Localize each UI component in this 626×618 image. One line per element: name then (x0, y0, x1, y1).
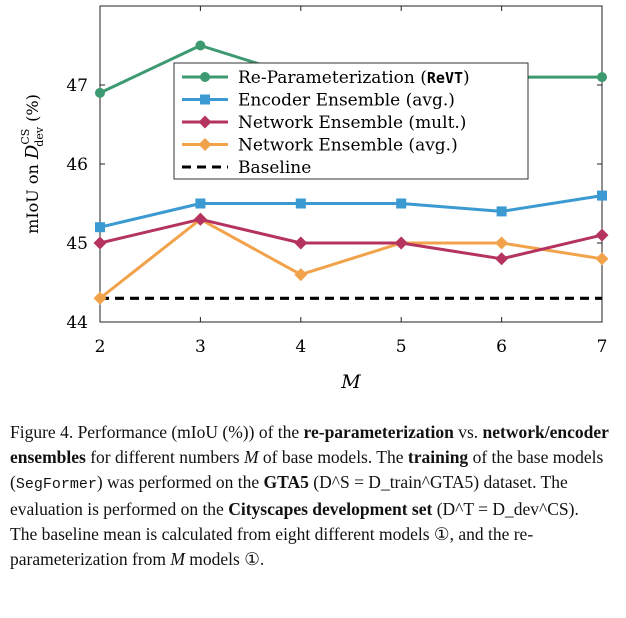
series-encoder-ensemble-avg (95, 190, 607, 233)
series-network-ensemble-mult (93, 212, 609, 266)
data-point-encoder-ensemble-avg (95, 222, 105, 233)
caption-t6: ) was performed on the (96, 472, 260, 492)
y-axis-label: mIoU on DCSdev (%) (19, 94, 46, 234)
caption-t9: ( (436, 499, 443, 519)
data-point-network-ensemble-mult (495, 252, 509, 266)
legend-label: Baseline (238, 158, 311, 178)
legend-swatch-marker (198, 138, 212, 151)
x-tick-label: 4 (295, 337, 306, 357)
y-axis-label-d: D (22, 144, 43, 160)
y-tick-label: 46 (66, 155, 88, 175)
caption-t8: ) dataset. The evaluation is performed o… (10, 472, 568, 519)
figure-caption: Figure 4. Performance (mIoU (%)) of the … (10, 420, 610, 572)
y-axis-label-prefix: mIoU on (23, 159, 42, 234)
legend-swatch-marker (198, 115, 212, 129)
caption-code: SegFormer (15, 476, 97, 493)
legend-item-encoder-ensemble-avg: Encoder Ensemble (avg.) (182, 91, 455, 111)
caption-b3: training (407, 447, 469, 467)
x-tick-label: 2 (95, 337, 106, 357)
y-axis-label-sup: CS (19, 129, 32, 145)
data-point-encoder-ensemble-avg (496, 206, 507, 217)
y-axis: 44 45 46 47 (66, 76, 602, 333)
legend-item-network-ensemble-mult: Network Ensemble (mult.) (182, 113, 466, 133)
caption-fig: Figure 4. (10, 422, 74, 442)
caption-m2: M (170, 549, 185, 569)
series-line-network-ensemble-mult (99, 217, 603, 261)
data-point-re-parameterization-revt (195, 40, 206, 51)
data-point-network-ensemble-mult (294, 236, 308, 250)
data-point-encoder-ensemble-avg (396, 198, 407, 209)
legend-item-re-parameterization-revt: Re-Parameterization (ReVT) (182, 68, 470, 88)
legend-swatch-marker (200, 94, 210, 105)
caption-t5: of the base models ( (10, 447, 604, 492)
legend-item-baseline: Baseline (182, 158, 311, 178)
legend: Re-Parameterization (ReVT) Encoder Ensemb… (173, 62, 529, 180)
caption-t11: models ①. (189, 549, 265, 569)
series-line-network-ensemble-avg (99, 217, 603, 300)
caption-t7: ( (313, 472, 320, 492)
x-axis: 2 3 4 5 6 7 (95, 6, 608, 357)
y-tick-label: 47 (66, 76, 88, 96)
y-axis-label-sub: dev (33, 126, 46, 147)
caption-t1: Performance (mIoU (%)) of the (77, 422, 300, 442)
svg-text:mIoU on DCSdev (%): mIoU on DCSdev (%) (19, 94, 46, 234)
legend-label: Re-Parameterization (ReVT) (238, 68, 470, 88)
data-point-encoder-ensemble-avg (195, 198, 206, 209)
caption-t3: for different numbers (90, 447, 240, 467)
y-tick-label: 44 (66, 313, 88, 333)
data-point-network-ensemble-avg (93, 291, 107, 305)
data-point-network-ensemble-mult (595, 228, 609, 242)
x-tick-label: 5 (396, 337, 407, 357)
data-point-network-ensemble-avg (294, 268, 308, 282)
caption-t4: of base models. The (262, 447, 404, 467)
data-point-network-ensemble-avg (495, 236, 509, 250)
caption-b5: Cityscapes development set (228, 499, 433, 519)
x-axis-label: M (340, 371, 361, 393)
data-point-re-parameterization-revt (597, 72, 607, 83)
caption-ds-train: D^S = D_train^GTA5 (319, 472, 474, 492)
legend-swatch-marker (200, 72, 210, 82)
legend-item-network-ensemble-avg: Network Ensemble (avg.) (182, 136, 458, 156)
data-point-network-ensemble-mult (93, 236, 107, 250)
x-tick-label: 3 (195, 337, 206, 357)
data-point-network-ensemble-mult (193, 212, 207, 226)
caption-t2: vs. (458, 422, 479, 442)
legend-label: Network Ensemble (mult.) (238, 113, 466, 133)
data-point-re-parameterization-revt (95, 87, 105, 98)
x-tick-label: 6 (496, 337, 507, 357)
legend-label: Network Ensemble (avg.) (238, 136, 458, 156)
caption-b2: network/encoder ensembles (10, 422, 609, 467)
caption-b4: GTA5 (263, 472, 309, 492)
data-point-encoder-ensemble-avg (295, 198, 306, 209)
data-point-encoder-ensemble-avg (597, 190, 607, 201)
legend-label: Encoder Ensemble (avg.) (238, 91, 455, 111)
caption-t10: ). The baseline mean is calculated from … (10, 499, 579, 569)
caption-m1: M (243, 447, 259, 467)
x-tick-label: 7 (597, 337, 608, 357)
y-tick-label: 45 (66, 234, 88, 254)
caption-b1: re-parameterization (303, 422, 454, 442)
caption-ds-dev: D^T = D_dev^CS (442, 499, 569, 519)
legend-box (173, 62, 529, 180)
data-point-network-ensemble-mult (394, 236, 408, 250)
data-point-network-ensemble-avg (595, 252, 609, 266)
series-line-encoder-ensemble-avg (99, 194, 603, 229)
y-axis-label-suffix: (%) (23, 94, 42, 127)
